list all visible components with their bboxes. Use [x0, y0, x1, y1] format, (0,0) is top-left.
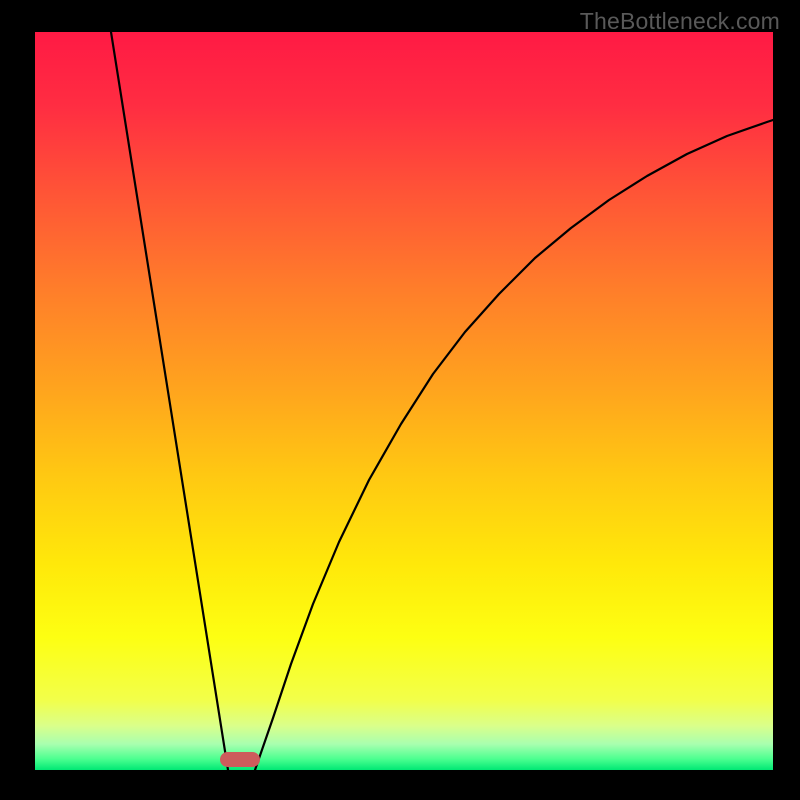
bottleneck-marker — [220, 752, 260, 767]
watermark-text: TheBottleneck.com — [580, 8, 780, 35]
gradient-chart — [35, 32, 773, 770]
